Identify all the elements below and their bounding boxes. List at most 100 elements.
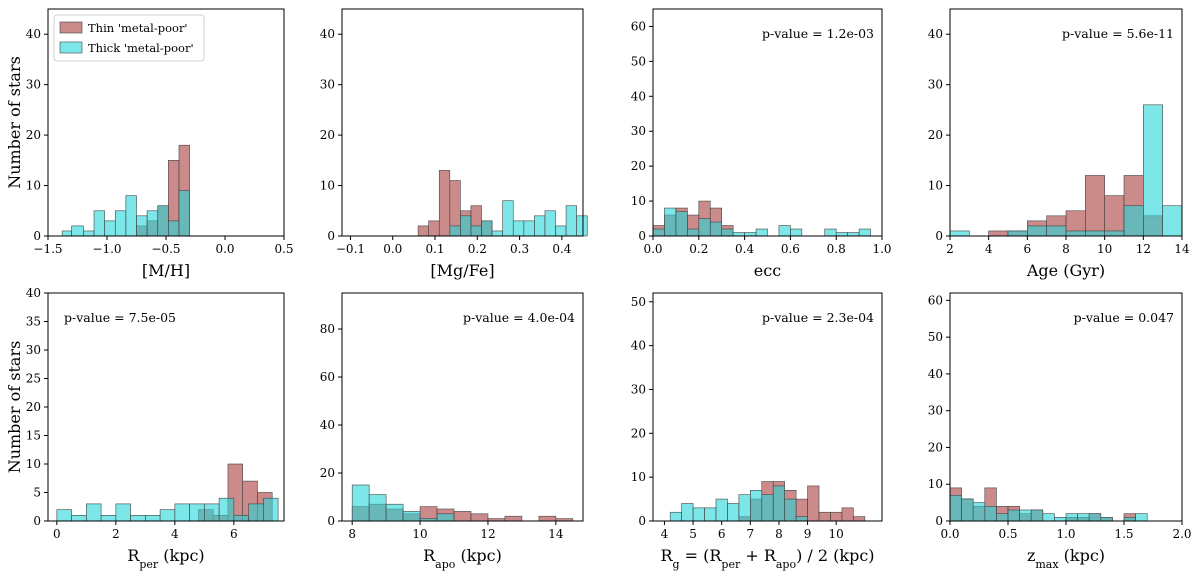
ytick-label: 30 bbox=[26, 343, 41, 357]
thick-bar-zmax-8 bbox=[1042, 513, 1055, 522]
thick-bar-age-0 bbox=[949, 230, 970, 237]
xtick-label: 4 bbox=[661, 527, 669, 541]
ytick-label: 10 bbox=[320, 179, 335, 193]
thick-bar-age-1 bbox=[1007, 230, 1028, 237]
xtick-label: 7 bbox=[747, 527, 755, 541]
ytick-label: 0 bbox=[638, 229, 646, 243]
ytick-label: 60 bbox=[631, 19, 646, 33]
thick-bar-mgfe-9 bbox=[544, 210, 556, 237]
ytick-label: 0 bbox=[33, 229, 41, 243]
thick-bar-rper-8 bbox=[174, 503, 190, 522]
thick-bar-rper-2 bbox=[86, 503, 102, 522]
xtick-label: 2.0 bbox=[1172, 527, 1191, 541]
thin-bar-rapo-7 bbox=[470, 513, 489, 522]
ytick-label: 15 bbox=[26, 429, 41, 443]
xtick-label: 8 bbox=[775, 527, 783, 541]
xtick-label: 1.5 bbox=[1114, 527, 1133, 541]
xtick-label: 0.0 bbox=[940, 527, 959, 541]
axes-frame-ecc bbox=[652, 8, 883, 237]
thin-bar-age-5 bbox=[1085, 175, 1105, 237]
thin-bar-mgfe-2 bbox=[438, 170, 451, 237]
thick-bar-age-7 bbox=[1123, 205, 1144, 237]
axes-frame-mgfe bbox=[341, 8, 584, 237]
thick-bar-mgfe-0 bbox=[449, 225, 461, 237]
thick-bar-mgfe-6 bbox=[512, 220, 525, 237]
thick-bar-zmax-11 bbox=[1077, 513, 1090, 522]
ytick-label: 10 bbox=[928, 477, 943, 491]
xtick-label: 10 bbox=[412, 527, 427, 541]
thick-bar-mgfe-4 bbox=[491, 230, 503, 237]
thick-bar-ecc-2 bbox=[675, 211, 688, 237]
xtick-label: 8 bbox=[348, 527, 356, 541]
xtick-label: 4 bbox=[985, 242, 993, 256]
thick-bar-rper-5 bbox=[130, 514, 146, 522]
xtick-label: 10 bbox=[829, 527, 844, 541]
thick-bar-mh-7 bbox=[136, 215, 148, 237]
xtick-label: 12 bbox=[480, 527, 495, 541]
thick-bar-ecc-11 bbox=[790, 228, 803, 237]
ytick-label: 40 bbox=[631, 89, 646, 103]
xaxis-label-rapo: Rapo (kpc) bbox=[423, 546, 502, 571]
thick-bar-rper-6 bbox=[145, 514, 161, 522]
ytick-label: 20 bbox=[631, 426, 646, 440]
ytick-label: 0 bbox=[935, 514, 943, 528]
panel-zmax: 0.0 0.5 1.0 1.5 2.0 0 10 20 30 40 50 60 zmax (kpc) p-… bbox=[928, 292, 1192, 571]
thick-bar-mh-3 bbox=[93, 210, 105, 237]
thick-bar-age-6 bbox=[1104, 230, 1125, 237]
thick-bar-mgfe-5 bbox=[502, 200, 514, 237]
thick-bar-rper-12 bbox=[233, 514, 249, 522]
xtick-label: 0.2 bbox=[468, 242, 487, 256]
thick-bar-mgfe-2 bbox=[470, 225, 482, 237]
ytick-label: 50 bbox=[631, 54, 646, 68]
xtick-label: 6 bbox=[718, 527, 726, 541]
thick-bar-age-9 bbox=[1162, 205, 1183, 237]
thick-bar-rper-3 bbox=[100, 514, 117, 522]
thick-bar-age-4 bbox=[1065, 230, 1086, 237]
thick-bar-rg-8 bbox=[761, 494, 774, 522]
thick-bar-zmax-5 bbox=[1007, 509, 1020, 522]
thick-bar-zmax-4 bbox=[996, 513, 1009, 522]
xaxis-label-rper: Rper (kpc) bbox=[127, 546, 204, 571]
ytick-label: 30 bbox=[631, 124, 646, 138]
ytick-label: 20 bbox=[928, 440, 943, 454]
thick-bar-ecc-10 bbox=[778, 225, 791, 237]
thick-bar-rg-7 bbox=[750, 490, 763, 522]
legend-label-thin: Thin 'metal-poor' bbox=[88, 21, 188, 35]
panel-rg: 4 5 6 7 8 9 10 0 10 20 30 40 50 Rg = (Rper + Rapo) / … bbox=[631, 292, 883, 571]
thick-bar-rg-4 bbox=[715, 498, 728, 522]
ytick-label: 10 bbox=[631, 194, 646, 208]
panel-ecc: 0.0 0.2 0.4 0.6 0.8 1.0 0 10 20 30 40 50 60 ecc p-valu… bbox=[631, 8, 892, 280]
ytick-label: 20 bbox=[928, 128, 943, 142]
thin-bar-rapo-9 bbox=[504, 515, 523, 522]
ytick-label: 20 bbox=[320, 466, 335, 480]
axes-frame-rg bbox=[652, 292, 883, 522]
ytick-label: 40 bbox=[320, 27, 335, 41]
thick-bar-ecc-8 bbox=[744, 232, 757, 237]
legend-swatch-thick bbox=[59, 41, 83, 54]
thick-bar-ecc-5 bbox=[709, 221, 722, 237]
legend-swatch-thin bbox=[59, 21, 83, 34]
thick-bar-mgfe-11 bbox=[565, 205, 577, 237]
ytick-label: 10 bbox=[26, 457, 41, 471]
thin-bar-mgfe-0 bbox=[417, 225, 429, 237]
thick-bar-zmax-10 bbox=[1065, 513, 1078, 522]
ytick-label: 40 bbox=[26, 286, 41, 300]
thin-bar-rg-8 bbox=[830, 511, 843, 522]
ytick-label: 10 bbox=[26, 179, 41, 193]
thick-bar-zmax-0 bbox=[949, 494, 962, 522]
thick-bar-mgfe-1 bbox=[460, 215, 472, 237]
ytick-label: 0 bbox=[935, 229, 943, 243]
thick-bar-rapo-3 bbox=[402, 511, 421, 522]
xtick-label: 0.5 bbox=[998, 527, 1017, 541]
thick-bar-ecc-6 bbox=[721, 228, 734, 237]
xaxis-label-zmax: zmax (kpc) bbox=[1027, 546, 1105, 571]
thick-bar-zmax-2 bbox=[972, 502, 986, 522]
thick-bar-rper-11 bbox=[218, 497, 235, 522]
ytick-label: 0 bbox=[33, 514, 41, 528]
legend: Thin 'metal-poor' Thick 'metal-poor' bbox=[53, 14, 205, 62]
panel-rapo: 8 10 12 14 0 20 40 60 80 Rapo (kpc) p-value = 4.0e… bbox=[320, 292, 584, 571]
pvalue-label-rapo: p-value = 4.0e-04 bbox=[463, 310, 575, 325]
panel-rper: 0 2 4 6 0 5 10 15 20 25 30 35 40 Rper (kpc) Number of … bbox=[5, 286, 285, 571]
xtick-label: 14 bbox=[1174, 242, 1190, 256]
